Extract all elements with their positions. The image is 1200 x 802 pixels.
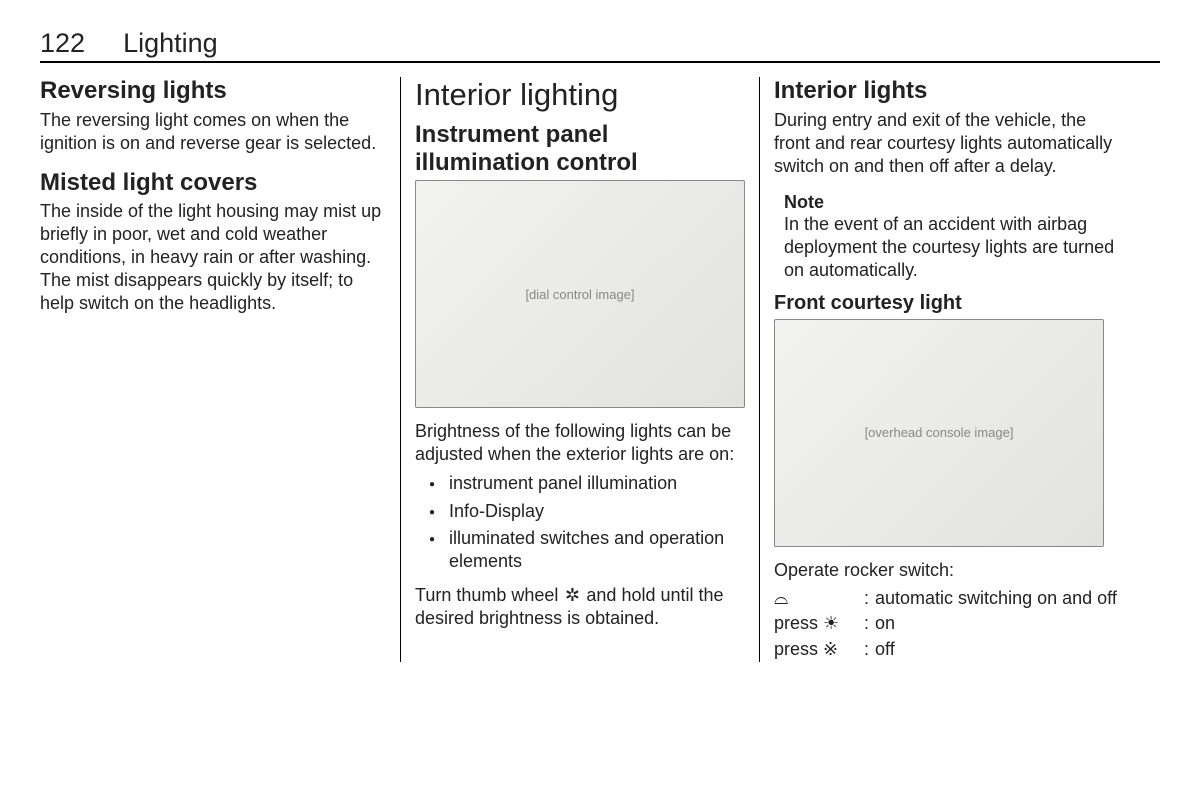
thumb-wheel-icon: ✲ xyxy=(563,584,581,607)
reversing-lights-body: The reversing light comes on when the ig… xyxy=(40,109,386,155)
switch-desc: automatic switching on and off xyxy=(875,586,1121,611)
note-body: In the event of an accident with airbag … xyxy=(784,213,1126,282)
table-row: press ☀ : on xyxy=(774,611,1121,636)
list-item: Info-Display xyxy=(429,500,745,523)
interior-lights-body: During entry and exit of the vehicle, th… xyxy=(774,109,1126,178)
switch-off-label: press ※ xyxy=(774,639,838,659)
chapter-title: Lighting xyxy=(123,28,218,59)
columns: Reversing lights The reversing light com… xyxy=(40,77,1160,662)
column-left: Reversing lights The reversing light com… xyxy=(40,77,400,662)
misted-covers-heading: Misted light covers xyxy=(40,169,386,197)
list-item: illuminated switches and operation eleme… xyxy=(429,527,745,574)
brightness-intro: Brightness of the following lights can b… xyxy=(415,420,745,466)
page-header: 122 Lighting xyxy=(40,28,1160,63)
colon: : xyxy=(864,586,875,611)
rocker-switch-intro: Operate rocker switch: xyxy=(774,559,1126,582)
brightness-list: instrument panel illumination Info-Displ… xyxy=(415,472,745,574)
switch-position-icon: ⌓ xyxy=(774,588,788,608)
interior-lighting-heading: Interior lighting xyxy=(415,77,745,113)
switch-on-label: press ☀ xyxy=(774,613,839,633)
rocker-switch-table: ⌓ : automatic switching on and off press… xyxy=(774,586,1121,662)
thumb-wheel-instruction: Turn thumb wheel ✲ and hold until the de… xyxy=(415,584,745,630)
list-item: instrument panel illumination xyxy=(429,472,745,495)
column-right: Interior lights During entry and exit of… xyxy=(760,77,1140,662)
interior-lights-heading: Interior lights xyxy=(774,77,1126,105)
switch-desc: on xyxy=(875,611,1121,636)
page-number: 122 xyxy=(40,28,85,59)
overhead-console-image: [overhead console image] xyxy=(774,319,1104,547)
column-middle: Interior lighting Instrument panel illum… xyxy=(400,77,760,662)
misted-covers-body: The inside of the light housing may mist… xyxy=(40,200,386,315)
note-block: Note In the event of an accident with ai… xyxy=(774,192,1126,282)
front-courtesy-heading: Front courtesy light xyxy=(774,292,1126,315)
switch-desc: off xyxy=(875,637,1121,662)
colon: : xyxy=(864,637,875,662)
reversing-lights-heading: Reversing lights xyxy=(40,77,386,105)
colon: : xyxy=(864,611,875,636)
instrument-panel-heading: Instrument panel illumination control xyxy=(415,121,745,176)
table-row: press ※ : off xyxy=(774,637,1121,662)
text-pre: Turn thumb wheel xyxy=(415,585,563,605)
note-title: Note xyxy=(784,192,1126,213)
dial-control-image: [dial control image] xyxy=(415,180,745,408)
table-row: ⌓ : automatic switching on and off xyxy=(774,586,1121,611)
